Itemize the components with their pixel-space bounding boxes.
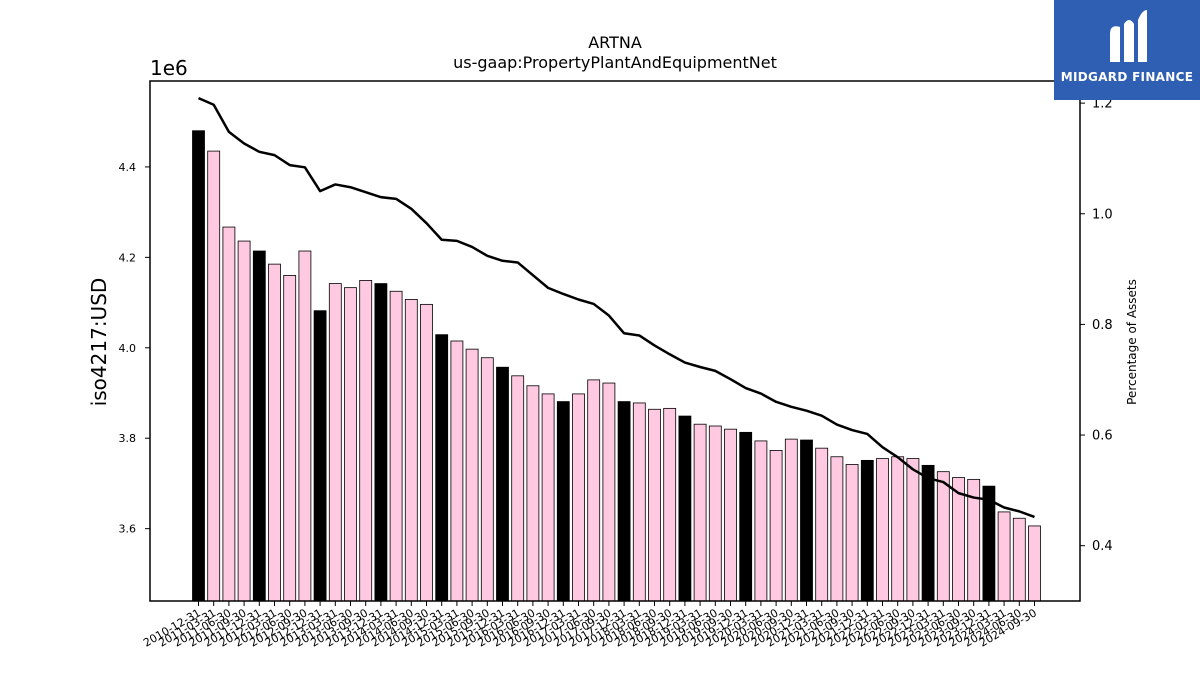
bar (268, 263, 281, 602)
chart-subtitle: us-gaap:PropertyPlantAndEquipmentNet (453, 53, 777, 72)
bar (860, 459, 874, 602)
bar (784, 438, 798, 602)
bar (891, 456, 905, 602)
bar (344, 287, 357, 602)
bar (754, 440, 768, 602)
bar (389, 290, 403, 602)
bar (541, 393, 555, 602)
logo-mark-icon (1110, 10, 1147, 62)
bar (663, 407, 677, 602)
series-line (197, 97, 1035, 519)
bar (465, 348, 479, 602)
bar (648, 408, 661, 602)
bar (328, 283, 342, 602)
bar (298, 250, 312, 602)
bar (632, 402, 646, 602)
plot-frame (149, 80, 1081, 602)
bar (587, 379, 601, 602)
bar (511, 375, 525, 602)
y-axis-label: iso4217:USD (87, 278, 111, 407)
y-tick-label: 4.2 (119, 251, 137, 264)
bar (617, 401, 631, 602)
bar (420, 303, 433, 602)
bar (693, 423, 707, 602)
y2-tick-label: 1.0 (1092, 207, 1113, 222)
y-tick-label: 3.6 (119, 523, 137, 536)
y2-tick-label: 0.6 (1092, 429, 1113, 444)
bar (252, 250, 266, 602)
bar (830, 456, 844, 602)
bar (192, 130, 205, 602)
bar (283, 275, 297, 602)
bar (815, 447, 829, 602)
bar (952, 477, 965, 602)
bar (480, 357, 494, 602)
bar (982, 485, 996, 602)
bar (526, 385, 540, 602)
bar (739, 431, 753, 602)
bar (845, 464, 859, 602)
bar (602, 382, 616, 602)
y2-tick-label: 0.8 (1092, 318, 1113, 333)
brand-logo: MIDGARD FINANCE (1054, 0, 1200, 100)
y-tick-label: 4.4 (119, 161, 137, 174)
bar (997, 511, 1011, 602)
y2-tick-label: 0.4 (1092, 539, 1113, 554)
y-axis: 3.6 3.8 4.0 4.2 4.4 (119, 161, 150, 536)
bar (936, 471, 950, 602)
y-tick-label: 4.0 (119, 342, 137, 355)
bar (556, 401, 570, 602)
bar (207, 150, 221, 602)
bar (237, 240, 251, 602)
bar (496, 366, 509, 602)
bar (404, 298, 418, 602)
bar (374, 283, 388, 602)
chart-title: ARTNA (588, 33, 642, 52)
y2-axis: 0.4 0.6 0.8 1.0 1.2 (1080, 97, 1113, 554)
bar (921, 464, 935, 602)
x-axis: 2010-12-312011-03-312011-06-302011-09-30… (141, 601, 1039, 650)
logo-text: MIDGARD FINANCE (1060, 70, 1194, 84)
bar (906, 458, 920, 602)
bar (1028, 525, 1041, 602)
bar (876, 458, 889, 602)
bar (359, 280, 373, 602)
line-group (197, 97, 1035, 519)
y2-tick-label: 1.2 (1092, 97, 1113, 112)
bar (313, 310, 327, 602)
bar (1012, 517, 1026, 602)
y2-axis-label: Percentage of Assets (1125, 279, 1139, 405)
bar (222, 226, 236, 602)
bar (708, 425, 722, 602)
bar (572, 393, 585, 602)
y-offset-label: 1e6 (150, 56, 188, 80)
bars-group (192, 130, 1041, 602)
bar (800, 439, 813, 602)
bar (435, 334, 449, 602)
bar (769, 450, 783, 602)
bar (450, 340, 464, 602)
bar (678, 415, 692, 602)
bar (724, 428, 737, 602)
y-tick-label: 3.8 (119, 432, 137, 445)
